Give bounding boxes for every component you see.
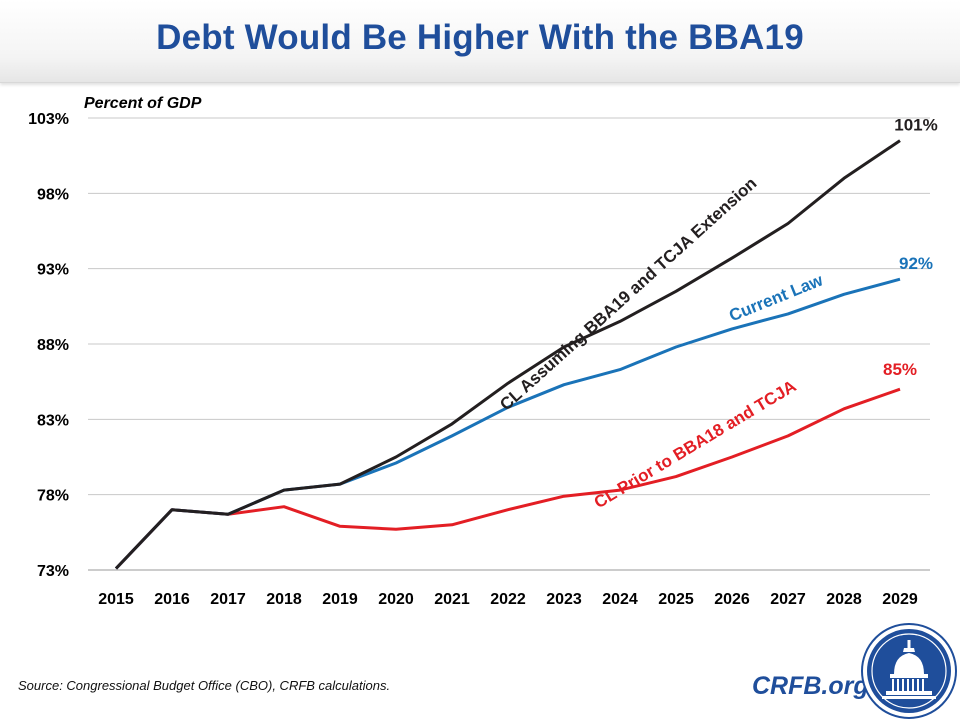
end-value-label: 101%	[894, 116, 937, 135]
x-tick-label: 2021	[434, 591, 470, 608]
x-tick-label: 2020	[378, 591, 414, 608]
y-tick-label: 73%	[37, 563, 69, 580]
end-value-label: 85%	[883, 360, 917, 379]
series-line-0	[114, 387, 901, 570]
end-value-label: 92%	[899, 254, 933, 273]
y-tick-label: 103%	[28, 111, 69, 128]
capitol-dome-seal-icon	[861, 623, 957, 719]
series-line-2	[114, 139, 901, 570]
title-bar	[0, 0, 960, 83]
x-tick-label: 2027	[770, 591, 806, 608]
y-tick-label: 88%	[37, 337, 69, 354]
x-tick-label: 2029	[882, 591, 918, 608]
source-note: Source: Congressional Budget Office (CBO…	[18, 678, 391, 693]
series-name-label: CL Assuming BBA19 and TCJA Extension	[496, 174, 760, 415]
y-tick-label: 93%	[37, 262, 69, 279]
x-tick-label: 2028	[826, 591, 862, 608]
x-tick-label: 2017	[210, 591, 246, 608]
x-tick-label: 2024	[602, 591, 638, 608]
page-title: Debt Would Be Higher With the BBA19	[156, 18, 804, 57]
brand-link[interactable]: CRFB.org	[752, 672, 869, 700]
series-line-1	[114, 277, 901, 570]
x-tick-label: 2016	[154, 591, 190, 608]
x-tick-label: 2023	[546, 591, 582, 608]
x-tick-label: 2025	[658, 591, 694, 608]
y-axis-label: Percent of GDP	[84, 95, 202, 112]
x-tick-label: 2026	[714, 591, 750, 608]
x-tick-label: 2022	[490, 591, 526, 608]
y-tick-label: 98%	[37, 186, 69, 203]
x-tick-label: 2015	[98, 591, 134, 608]
y-tick-label: 78%	[37, 488, 69, 505]
y-tick-label: 83%	[37, 412, 69, 429]
x-tick-label: 2018	[266, 591, 302, 608]
x-tick-label: 2019	[322, 591, 358, 608]
